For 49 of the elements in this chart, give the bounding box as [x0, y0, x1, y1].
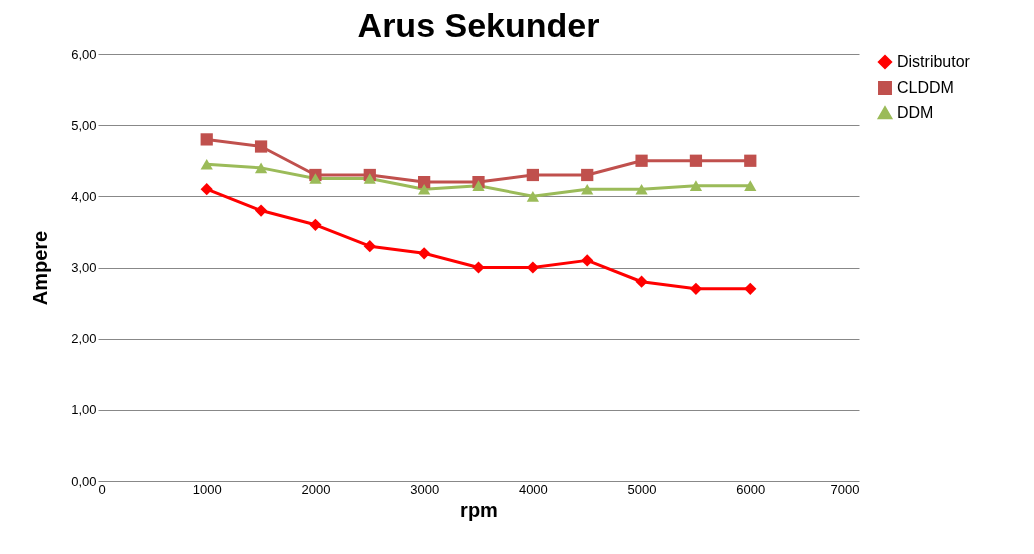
point: [418, 175, 431, 189]
x-tick-label: 1000: [192, 481, 222, 497]
chart-title: Arus Sekunder: [357, 6, 600, 44]
y-tick-label: 1,00: [71, 402, 97, 418]
point: [526, 168, 539, 182]
y-tick-label: 5,00: [71, 117, 97, 133]
y-tick-label: 3,00: [71, 260, 97, 275]
legend-label: CLDDM: [897, 79, 954, 96]
x-axis-title: rpm: [460, 498, 498, 521]
point: [744, 282, 757, 295]
point: [744, 180, 757, 191]
x-tick-label: 3000: [410, 481, 440, 497]
point: [200, 183, 213, 196]
point: [200, 159, 213, 170]
point: [744, 154, 757, 167]
point: [581, 168, 594, 182]
point: [309, 218, 322, 231]
point: [200, 133, 213, 146]
point: [635, 275, 648, 288]
y-tick-label: 6,00: [71, 46, 97, 62]
x-tick-label: 0: [98, 481, 106, 497]
point: [689, 154, 703, 167]
point: [363, 240, 376, 253]
point: [635, 154, 648, 167]
x-tick-label: 2000: [301, 481, 331, 497]
y-axis-title: Ampere: [29, 230, 52, 306]
y-tick-label: 2,00: [71, 331, 97, 347]
x-tick-label: 6000: [736, 481, 766, 497]
y-tick-label: 0,00: [71, 473, 97, 489]
point: [309, 173, 322, 184]
point: [472, 180, 485, 191]
point: [254, 140, 268, 153]
point: [635, 183, 648, 195]
point: [581, 183, 594, 195]
point: [418, 183, 431, 195]
point: [689, 180, 703, 191]
point: [581, 254, 594, 267]
x-tick-label: 5000: [627, 481, 657, 497]
point: [254, 204, 268, 217]
point: [363, 173, 376, 184]
x-tick-label: 4000: [518, 481, 548, 497]
point: [689, 282, 703, 295]
y-tick-label: 4,00: [71, 188, 97, 204]
legend-label: Distributor: [897, 53, 971, 70]
point: [526, 191, 539, 202]
x-tick-label: 7000: [830, 481, 860, 497]
point: [418, 247, 431, 260]
point: [254, 162, 268, 174]
legend-label: DDM: [897, 104, 934, 121]
